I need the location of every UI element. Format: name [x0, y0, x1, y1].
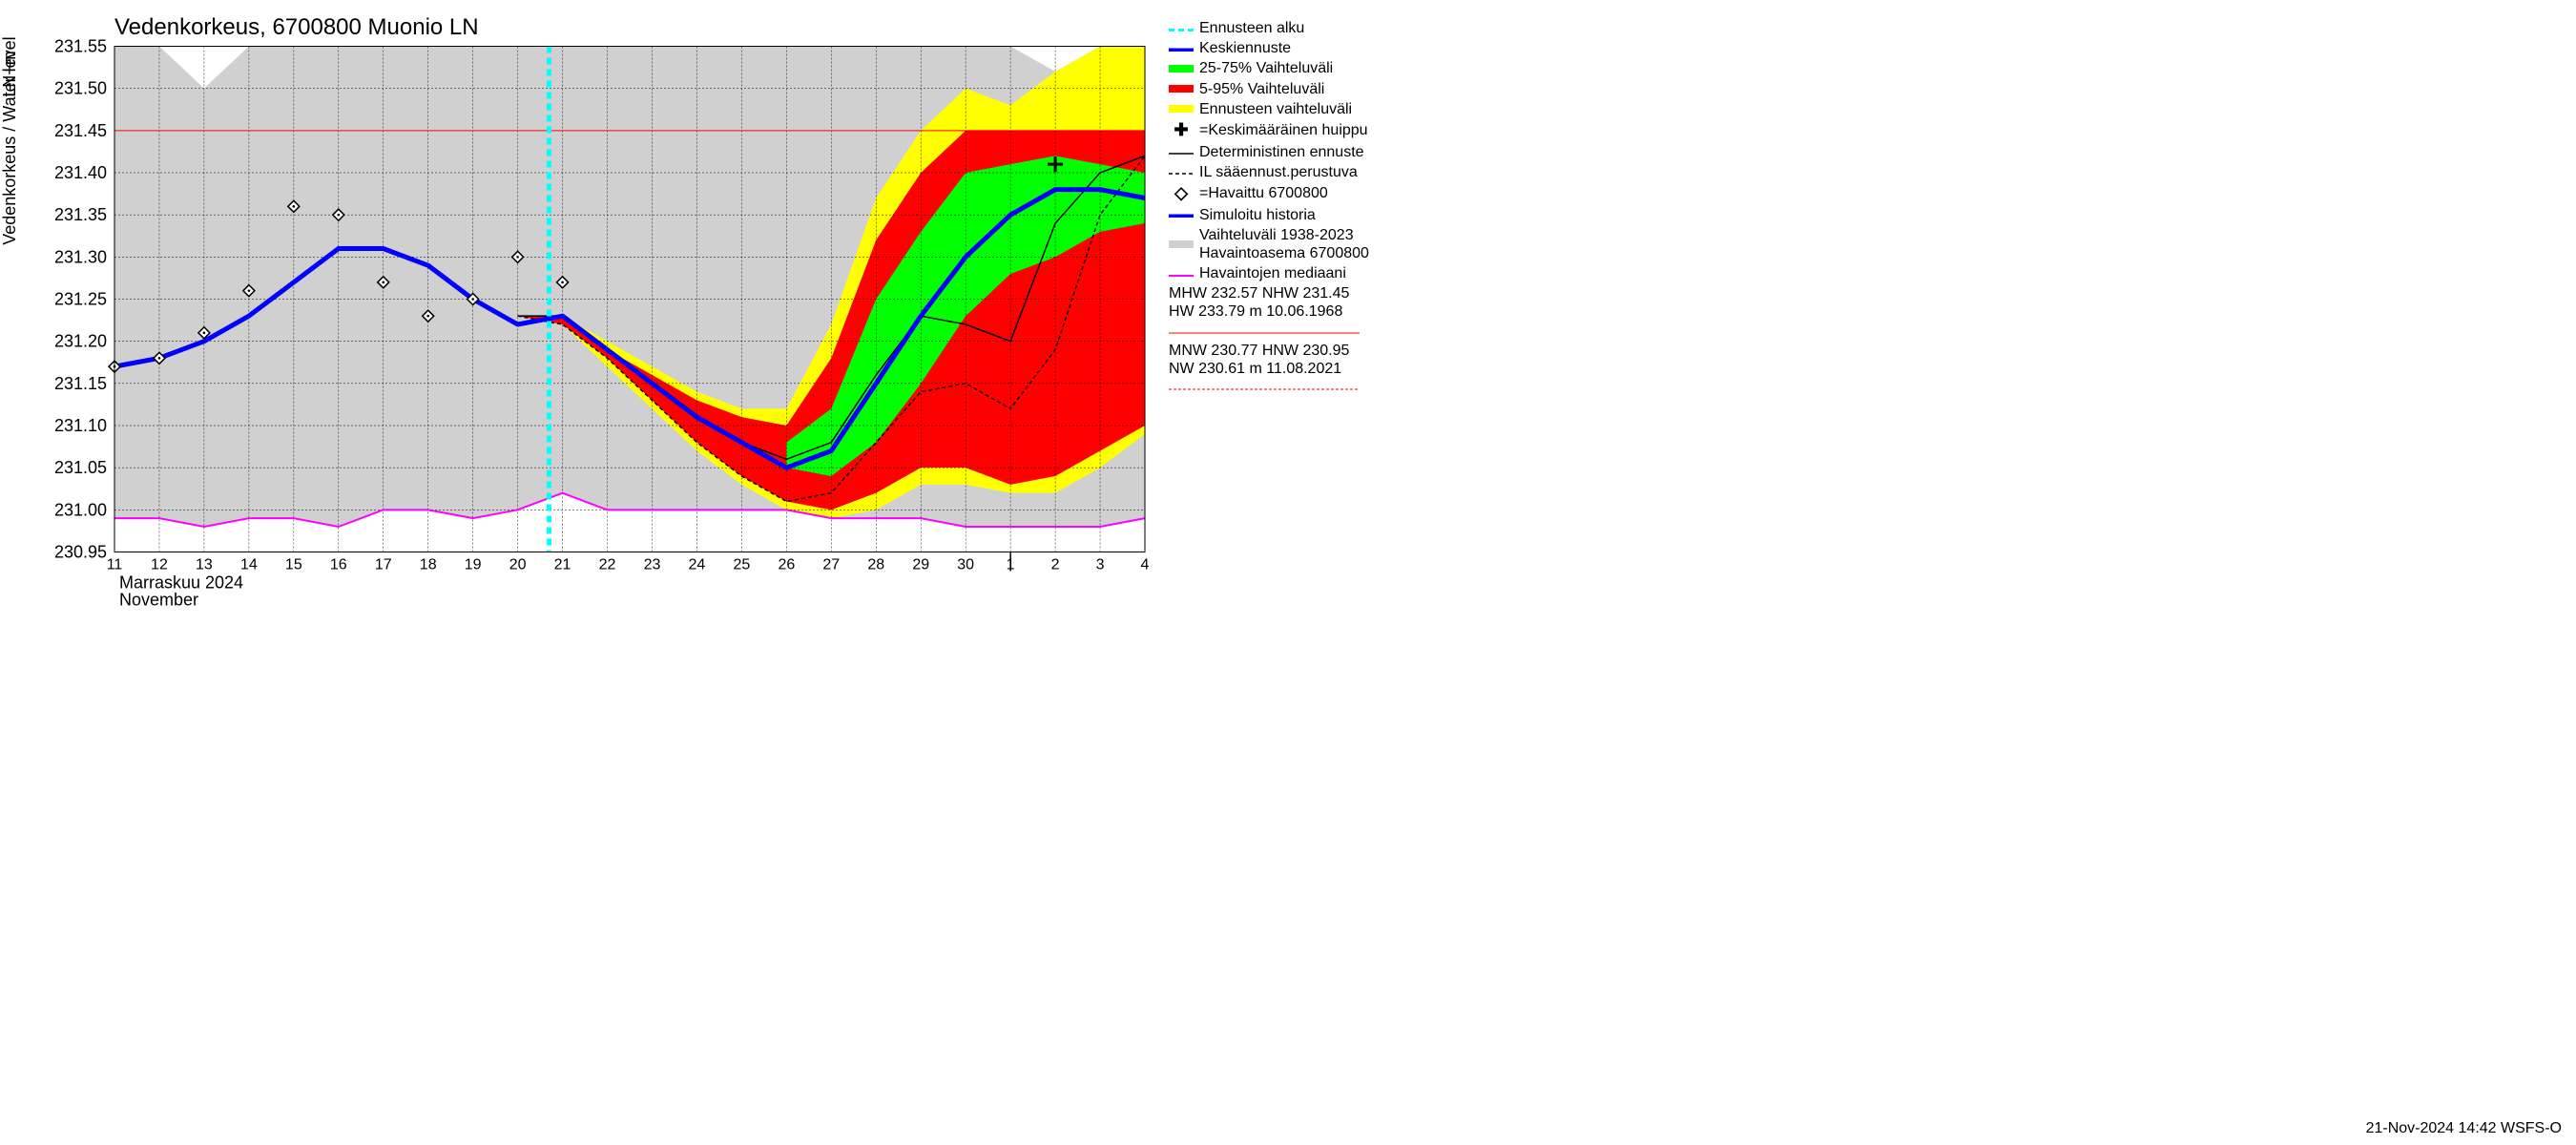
legend-label: 25-75% Vaihteluväli: [1199, 59, 1333, 77]
svg-text:4: 4: [1141, 557, 1150, 573]
legend-item: ◇=Havaittu 6700800: [1169, 183, 1417, 204]
legend-item: IL sääennust.perustuva: [1169, 163, 1417, 181]
svg-text:25: 25: [733, 557, 750, 573]
legend-item: ✚=Keskimääräinen huippu: [1169, 120, 1417, 141]
svg-text:27: 27: [822, 557, 840, 573]
timestamp: 21-Nov-2024 14:42 WSFS-O: [2366, 1120, 2562, 1137]
svg-text:30: 30: [957, 557, 974, 573]
svg-text:231.20: 231.20: [54, 332, 107, 351]
legend-label: Havaintojen mediaani: [1199, 264, 1346, 282]
svg-text:3: 3: [1096, 557, 1105, 573]
svg-text:231.15: 231.15: [54, 374, 107, 393]
svg-text:231.45: 231.45: [54, 121, 107, 140]
svg-text:231.05: 231.05: [54, 458, 107, 477]
svg-text:16: 16: [330, 557, 347, 573]
svg-text:19: 19: [465, 557, 482, 573]
chart-svg: 230.95 231.00 231.05 231.10 231.15 231.20 231.…: [10, 10, 1154, 627]
legend-label: Ennusteen alku: [1199, 19, 1304, 37]
svg-text:24: 24: [689, 557, 706, 573]
svg-text:23: 23: [644, 557, 661, 573]
svg-text:231.35: 231.35: [54, 205, 107, 224]
legend-label: Vaihteluväli 1938-2023 Havaintoasema 670…: [1199, 226, 1369, 262]
legend: Ennusteen alku Keskiennuste 25-75% Vaihtel…: [1154, 10, 1422, 627]
legend-item: 25-75% Vaihteluväli: [1169, 59, 1417, 77]
svg-text:29: 29: [912, 557, 929, 573]
svg-text:231.25: 231.25: [54, 290, 107, 309]
svg-text:11: 11: [107, 557, 123, 573]
legend-label: Deterministinen ennuste: [1199, 143, 1364, 161]
legend-item: Vaihteluväli 1938-2023 Havaintoasema 670…: [1169, 226, 1417, 262]
svg-text:21: 21: [554, 557, 571, 573]
legend-label: =Havaittu 6700800: [1199, 184, 1328, 202]
legend-label: 5-95% Vaihteluväli: [1199, 80, 1324, 98]
svg-text:22: 22: [599, 557, 616, 573]
legend-label: IL sääennust.perustuva: [1199, 163, 1358, 181]
legend-stats: MHW 232.57 NHW 231.45HW 233.79 m 10.06.1…: [1169, 284, 1417, 340]
svg-text:14: 14: [240, 557, 258, 573]
legend-item: Keskiennuste: [1169, 39, 1417, 57]
svg-text:231.50: 231.50: [54, 79, 107, 98]
svg-text:12: 12: [151, 557, 168, 573]
legend-label: Ennusteen vaihteluväli: [1199, 100, 1352, 118]
svg-text:231.30: 231.30: [54, 247, 107, 266]
svg-text:20: 20: [509, 557, 527, 573]
legend-item: Simuloitu historia: [1169, 206, 1417, 224]
chart-container: Vedenkorkeus, 6700800 Muonio LN Vedenkor…: [0, 0, 1431, 636]
chart-area: Vedenkorkeus, 6700800 Muonio LN Vedenkor…: [10, 10, 1154, 627]
legend-item: Deterministinen ennuste: [1169, 143, 1417, 161]
svg-text:28: 28: [867, 557, 884, 573]
svg-text:17: 17: [375, 557, 392, 573]
legend-label: =Keskimääräinen huippu: [1199, 121, 1368, 139]
legend-label: Keskiennuste: [1199, 39, 1291, 57]
legend-item: Havaintojen mediaani: [1169, 264, 1417, 282]
legend-item: Ennusteen vaihteluväli: [1169, 100, 1417, 118]
svg-text:13: 13: [196, 557, 213, 573]
svg-text:November: November: [119, 591, 198, 610]
legend-item: Ennusteen alku: [1169, 19, 1417, 37]
svg-text:231.55: 231.55: [54, 37, 107, 56]
svg-text:26: 26: [778, 557, 795, 573]
legend-label: Simuloitu historia: [1199, 206, 1316, 224]
svg-text:231.40: 231.40: [54, 163, 107, 182]
svg-text:Marraskuu 2024: Marraskuu 2024: [119, 573, 243, 593]
svg-text:2: 2: [1051, 557, 1060, 573]
svg-text:15: 15: [285, 557, 302, 573]
svg-text:231.00: 231.00: [54, 500, 107, 519]
svg-text:18: 18: [420, 557, 437, 573]
legend-item: 5-95% Vaihteluväli: [1169, 80, 1417, 98]
legend-stats: MNW 230.77 HNW 230.95NW 230.61 m 11.08.2…: [1169, 342, 1417, 397]
svg-text:230.95: 230.95: [54, 543, 107, 562]
svg-text:231.10: 231.10: [54, 416, 107, 435]
